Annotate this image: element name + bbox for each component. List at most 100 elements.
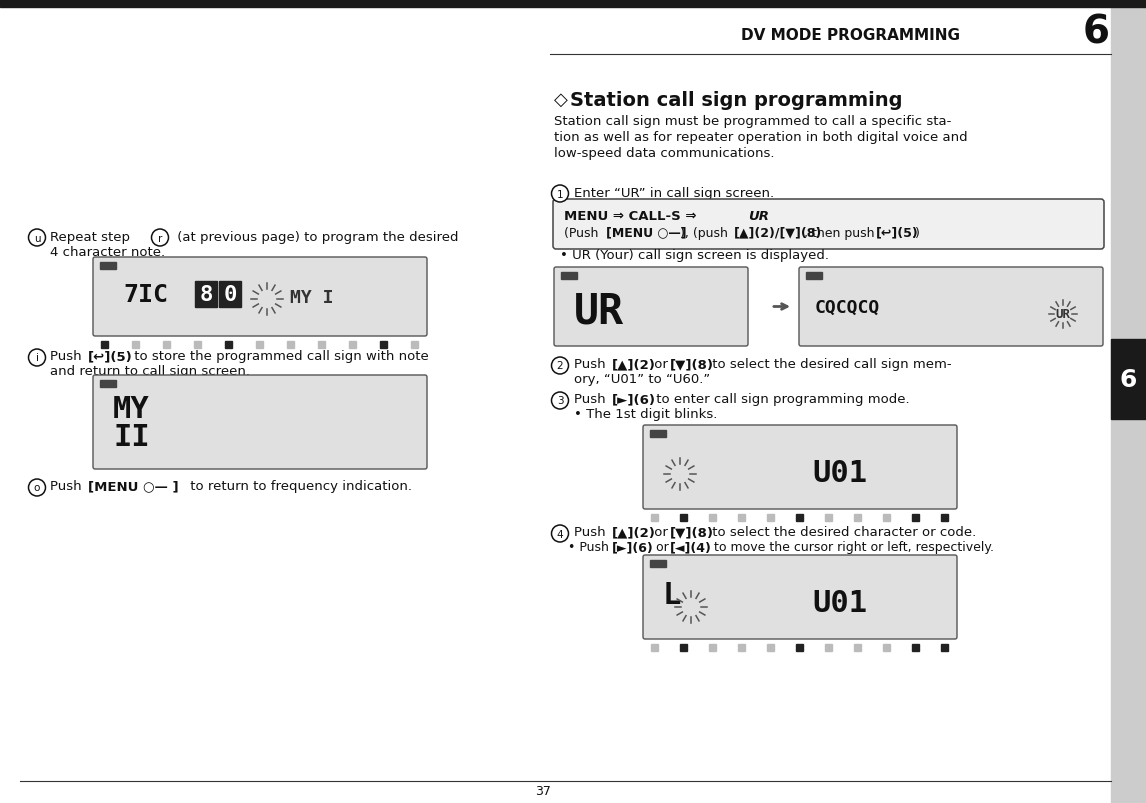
Circle shape: [29, 479, 46, 496]
Text: .): .): [912, 226, 921, 239]
Text: , then push: , then push: [804, 226, 879, 239]
Text: Push: Push: [50, 480, 86, 493]
Text: [►](6): [►](6): [612, 541, 653, 554]
Bar: [650, 560, 666, 567]
Text: 6: 6: [1120, 368, 1137, 392]
Text: and return to call sign screen.: and return to call sign screen.: [50, 365, 250, 378]
Text: 4: 4: [557, 529, 564, 539]
Text: 6: 6: [1083, 13, 1109, 51]
Bar: [1110, 340, 1146, 419]
Text: Push: Push: [50, 350, 86, 363]
Bar: [854, 515, 861, 521]
Text: MY I: MY I: [290, 288, 333, 307]
Text: to move the cursor right or left, respectively.: to move the cursor right or left, respec…: [711, 541, 994, 554]
Bar: [680, 644, 686, 651]
Bar: [100, 381, 116, 388]
Bar: [194, 341, 201, 349]
Text: or: or: [650, 526, 672, 539]
Bar: [806, 273, 822, 279]
Bar: [256, 341, 262, 349]
Text: or: or: [650, 358, 672, 371]
Text: ), (push: ), (push: [680, 226, 732, 239]
Bar: [709, 515, 716, 521]
Bar: [884, 515, 890, 521]
Text: MY: MY: [113, 395, 150, 424]
Bar: [941, 644, 948, 651]
Text: [MENU ○— ]: [MENU ○— ]: [88, 480, 179, 493]
Bar: [651, 515, 658, 521]
Text: UR: UR: [748, 210, 769, 222]
FancyBboxPatch shape: [554, 267, 748, 347]
Bar: [562, 273, 576, 279]
Text: UR: UR: [1055, 308, 1070, 321]
Text: MENU ⇒ CALL-S ⇒: MENU ⇒ CALL-S ⇒: [564, 210, 701, 222]
FancyBboxPatch shape: [643, 556, 957, 639]
Text: [↩](5): [↩](5): [88, 350, 133, 363]
Bar: [825, 515, 832, 521]
Bar: [796, 515, 803, 521]
Bar: [651, 644, 658, 651]
Text: Enter “UR” in call sign screen.: Enter “UR” in call sign screen.: [574, 186, 775, 199]
Text: ◇: ◇: [554, 91, 568, 109]
Circle shape: [551, 357, 568, 374]
Circle shape: [551, 393, 568, 410]
Bar: [411, 341, 418, 349]
FancyBboxPatch shape: [554, 200, 1104, 250]
Circle shape: [551, 525, 568, 542]
Text: r: r: [158, 233, 163, 243]
Text: [▲](2): [▲](2): [612, 526, 656, 539]
Text: U01: U01: [813, 589, 868, 618]
Text: to select the desired character or code.: to select the desired character or code.: [708, 526, 976, 539]
Text: 8: 8: [199, 284, 213, 304]
Bar: [286, 341, 295, 349]
Text: i: i: [36, 353, 39, 363]
Text: DV MODE PROGRAMMING: DV MODE PROGRAMMING: [740, 27, 959, 43]
Text: • The 1st digit blinks.: • The 1st digit blinks.: [574, 408, 717, 421]
Text: • UR (Your) call sign screen is displayed.: • UR (Your) call sign screen is displaye…: [560, 248, 829, 261]
Text: [▼](8): [▼](8): [670, 358, 714, 371]
Text: to return to frequency indication.: to return to frequency indication.: [186, 480, 413, 493]
Bar: [796, 644, 803, 651]
Text: low-speed data communications.: low-speed data communications.: [554, 147, 775, 161]
Bar: [680, 515, 686, 521]
Bar: [195, 282, 217, 308]
Text: to select the desired call sign mem-: to select the desired call sign mem-: [708, 358, 951, 371]
Bar: [825, 644, 832, 651]
Bar: [854, 644, 861, 651]
Text: [▲](2): [▲](2): [612, 358, 656, 371]
Text: 37: 37: [535, 785, 551, 797]
Circle shape: [29, 230, 46, 247]
Bar: [1110, 0, 1146, 803]
Text: [▼](8): [▼](8): [670, 526, 714, 539]
Text: Repeat step: Repeat step: [50, 230, 134, 243]
Text: Station call sign must be programmed to call a specific sta-: Station call sign must be programmed to …: [554, 116, 951, 128]
Text: [►](6): [►](6): [612, 393, 656, 406]
Bar: [0, 0, 1146, 8]
Text: ory, “U01” to “U60.”: ory, “U01” to “U60.”: [574, 373, 711, 386]
Text: 2: 2: [557, 361, 564, 371]
Bar: [912, 644, 919, 651]
Bar: [709, 644, 716, 651]
Bar: [100, 263, 116, 270]
Bar: [650, 430, 666, 438]
Text: 1: 1: [557, 190, 564, 199]
Text: to store the programmed call sign with note: to store the programmed call sign with n…: [129, 350, 429, 363]
Bar: [767, 515, 774, 521]
Bar: [101, 341, 108, 349]
Text: tion as well as for repeater operation in both digital voice and: tion as well as for repeater operation i…: [554, 132, 967, 145]
Bar: [225, 341, 231, 349]
Bar: [738, 515, 745, 521]
Text: II: II: [113, 423, 150, 452]
Bar: [132, 341, 139, 349]
Text: (at previous page) to program the desired: (at previous page) to program the desire…: [173, 230, 458, 243]
Text: L: L: [664, 581, 682, 609]
Bar: [738, 644, 745, 651]
Text: (Push: (Push: [564, 226, 603, 239]
Text: CQCQCQ: CQCQCQ: [815, 299, 880, 316]
Bar: [380, 341, 387, 349]
Text: Push: Push: [574, 393, 610, 406]
Bar: [219, 282, 241, 308]
Text: U01: U01: [813, 459, 868, 488]
FancyBboxPatch shape: [799, 267, 1102, 347]
Bar: [941, 515, 948, 521]
